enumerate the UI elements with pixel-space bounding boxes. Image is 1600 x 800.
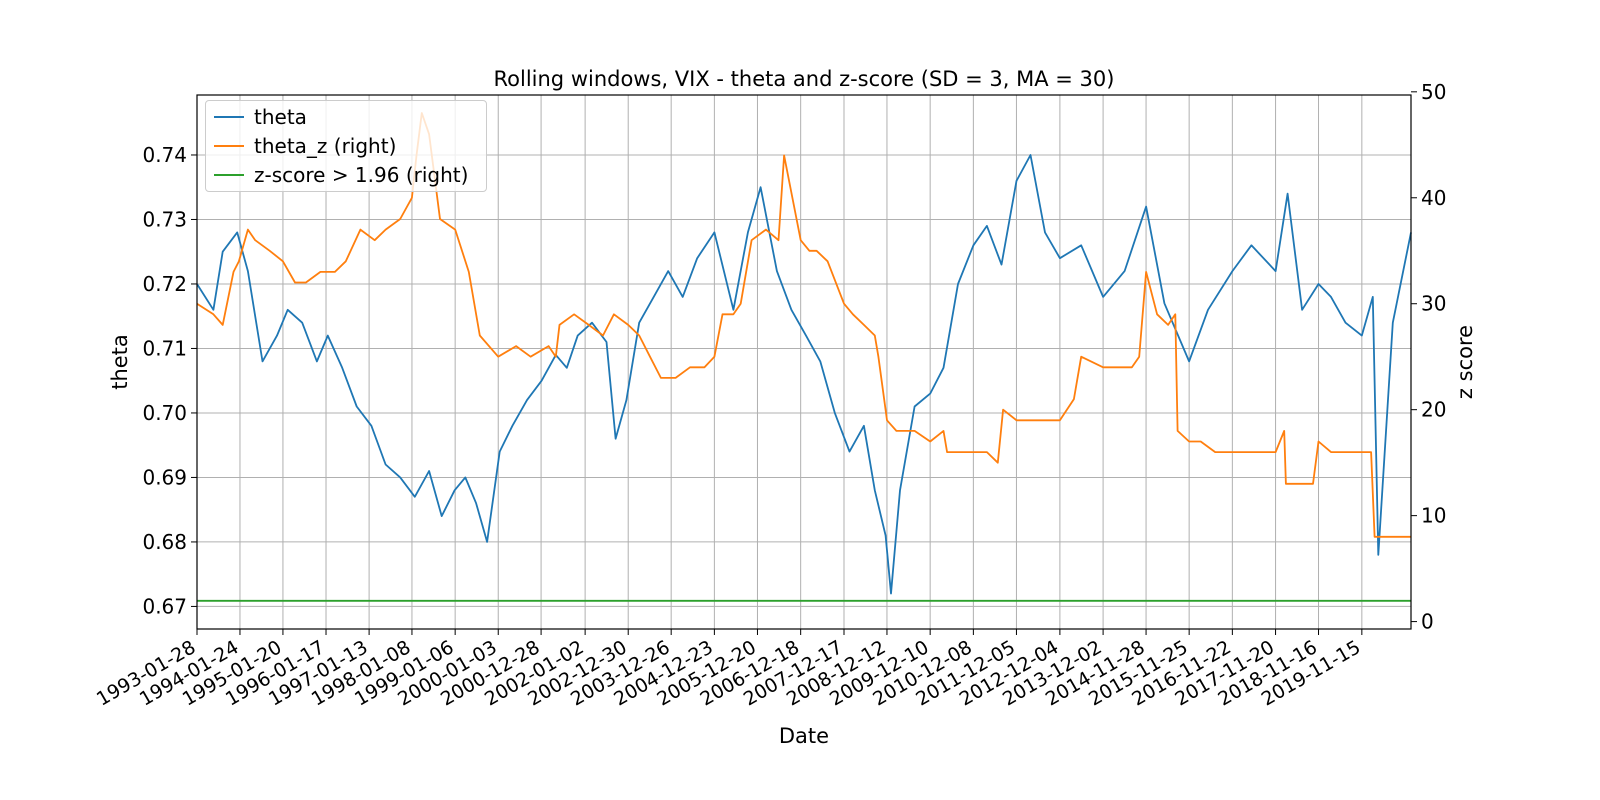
chart-title: Rolling windows, VIX - theta and z-score…: [494, 67, 1115, 91]
series-layer: [196, 112, 1412, 602]
y-tick-label-right: 40: [1421, 186, 1446, 210]
y-tick-label-left: 0.71: [142, 336, 187, 360]
y-tick-label-right: 0: [1421, 610, 1434, 634]
y-tick-label-right: 30: [1421, 292, 1446, 316]
y-tick-label-right: 20: [1421, 398, 1446, 422]
y-tick-label-left: 0.67: [142, 594, 187, 618]
series-line-1: [196, 112, 1411, 538]
y-tick-label-left: 0.72: [142, 272, 187, 296]
legend-label-theta-z: theta_z (right): [254, 134, 397, 158]
y-tick-label-right: 50: [1421, 80, 1446, 104]
axes: 1993-01-281994-01-241995-01-201996-01-17…: [93, 80, 1447, 711]
legend-entry-theta: theta: [214, 103, 307, 131]
y-tick-label-left: 0.68: [142, 530, 187, 554]
series-line-0: [196, 154, 1412, 595]
y-tick-label-left: 0.70: [142, 401, 187, 425]
y-tick-label-left: 0.74: [142, 143, 187, 167]
legend-entry-z-threshold: z-score > 1.96 (right): [214, 161, 468, 189]
legend-label-theta: theta: [254, 105, 307, 129]
x-axis-label: Date: [779, 724, 829, 748]
legend-entry-theta-z: theta_z (right): [214, 132, 396, 160]
legend-swatch-z-threshold: [214, 174, 244, 176]
y-tick-label-left: 0.69: [142, 465, 187, 489]
y-axis-label-left: theta: [108, 334, 132, 390]
y-axis-label-right: z score: [1453, 325, 1477, 399]
legend: theta theta_z (right) z-score > 1.96 (ri…: [205, 100, 487, 192]
y-tick-label-right: 10: [1421, 504, 1446, 528]
legend-swatch-theta-z: [214, 145, 244, 147]
legend-label-z-threshold: z-score > 1.96 (right): [254, 163, 469, 187]
plot-frame: [196, 94, 1412, 630]
legend-swatch-theta: [214, 116, 244, 118]
y-tick-label-left: 0.73: [142, 207, 187, 231]
